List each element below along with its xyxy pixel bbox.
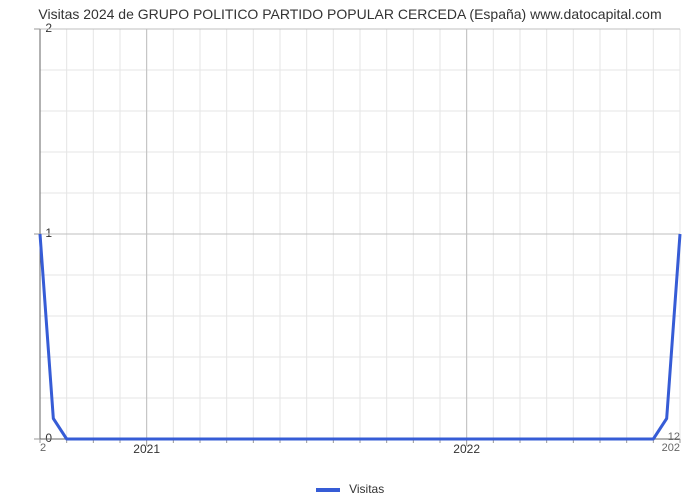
x-tick-2022: 2022 (453, 442, 480, 456)
chart-container: Visitas 2024 de GRUPO POLITICO PARTIDO P… (0, 0, 700, 500)
chart-title: Visitas 2024 de GRUPO POLITICO PARTIDO P… (0, 6, 700, 22)
plot-svg (40, 29, 680, 439)
x-sub-left: 2 (40, 442, 46, 454)
legend: Visitas (0, 482, 700, 496)
x-tick-2021: 2021 (133, 442, 160, 456)
legend-label: Visitas (349, 482, 384, 496)
legend-swatch (316, 488, 340, 492)
x-sub-right: 12 202 (662, 432, 680, 454)
plot-area: 2021 2022 2 12 202 (40, 28, 680, 438)
